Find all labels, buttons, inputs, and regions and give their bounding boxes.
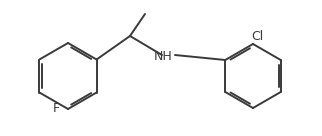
Text: NH: NH [154, 50, 172, 64]
Text: F: F [52, 103, 60, 115]
Text: Cl: Cl [251, 30, 263, 44]
